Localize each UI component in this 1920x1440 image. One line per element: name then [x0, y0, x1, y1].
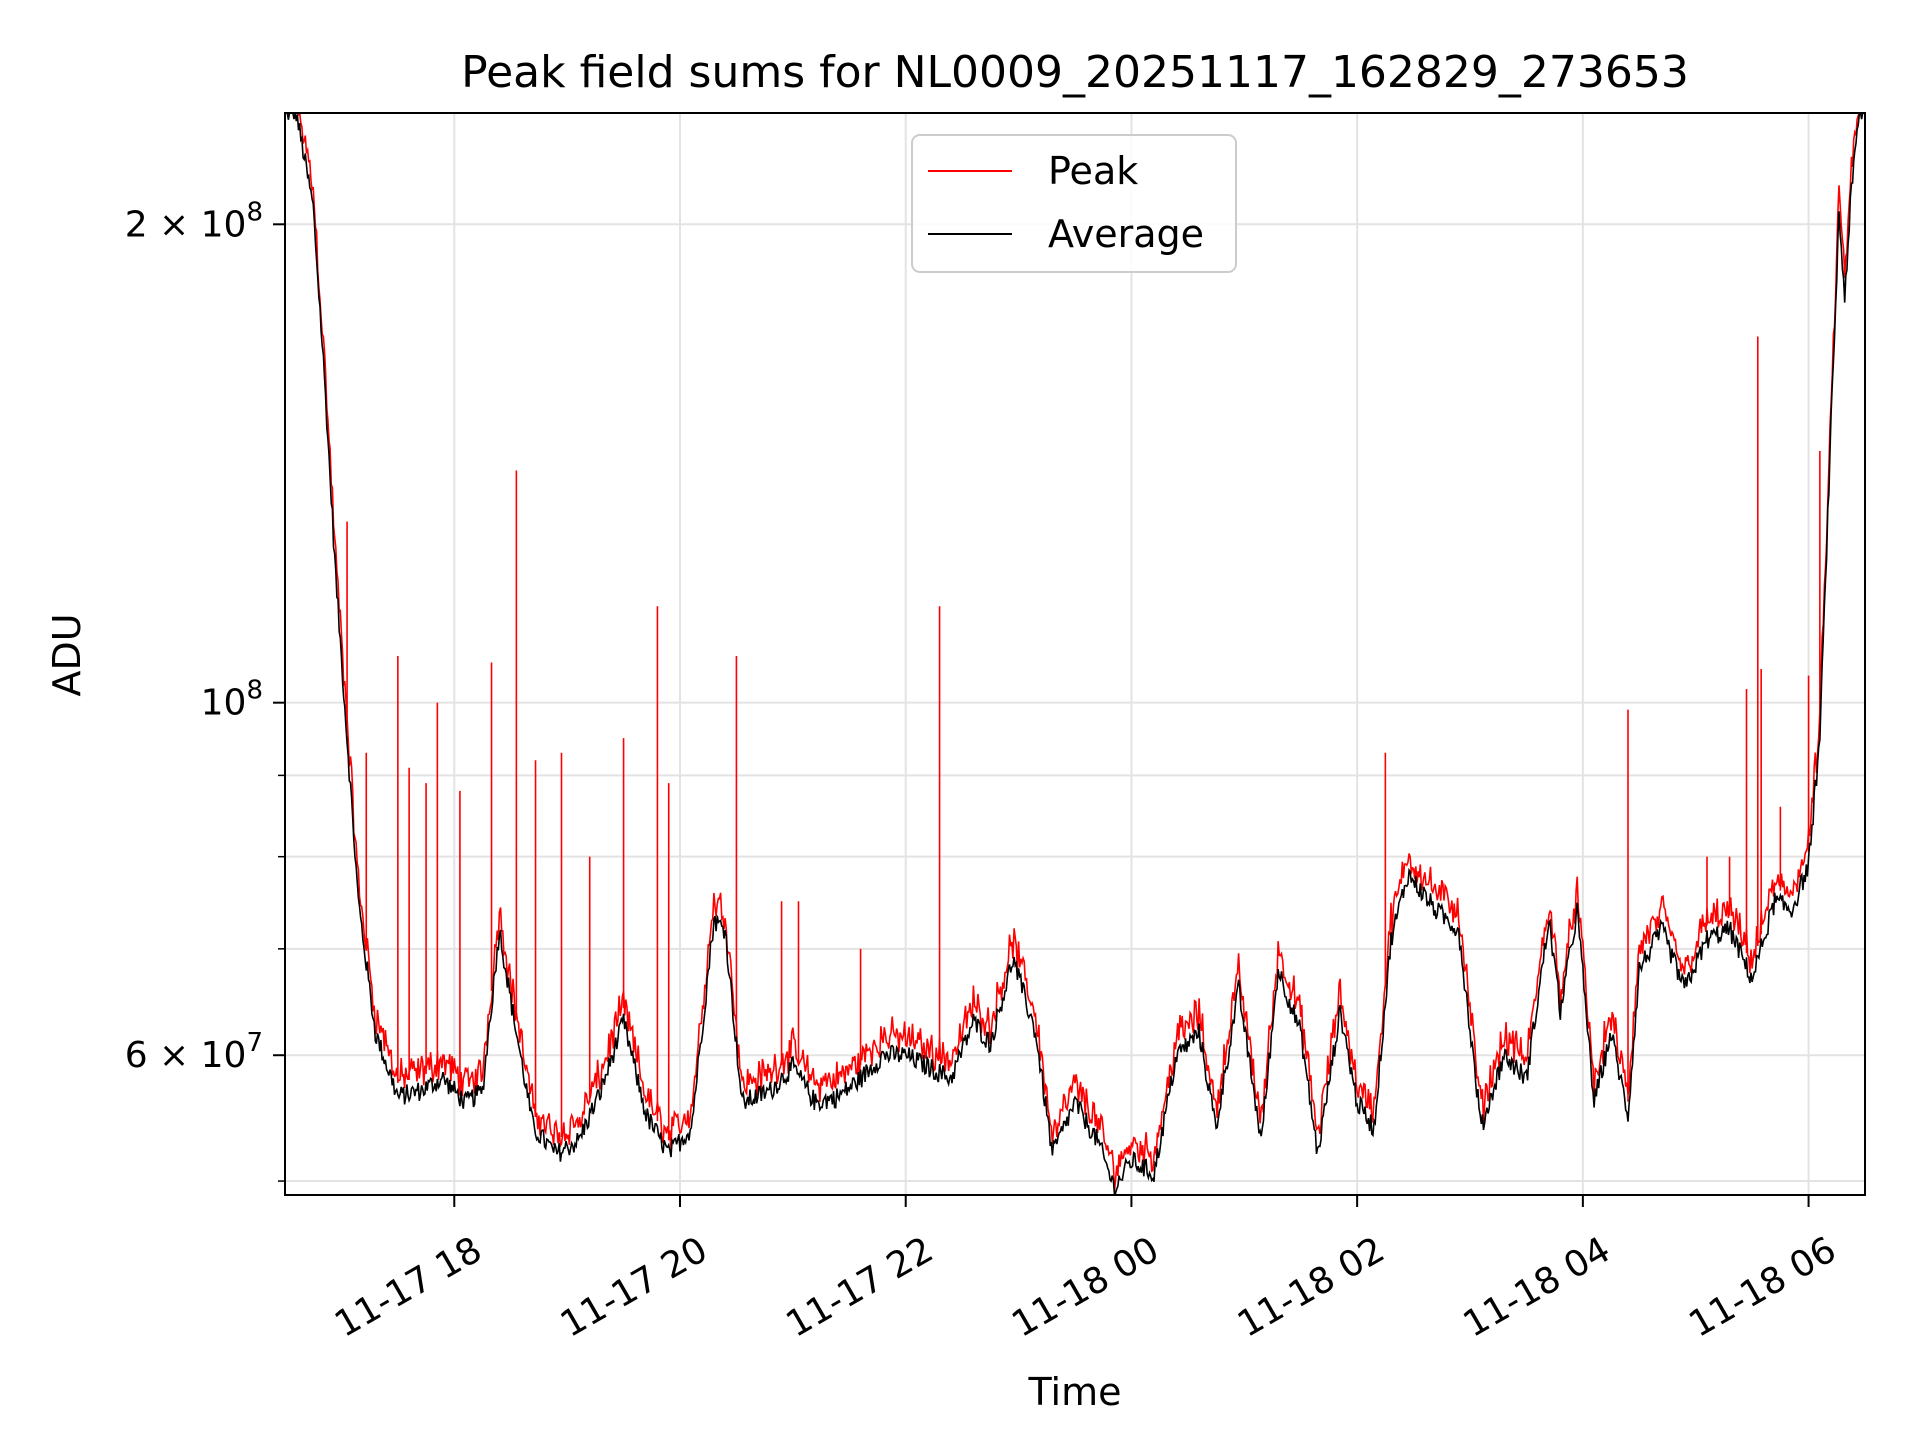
y-tick-label: 108 [201, 676, 263, 724]
legend-box [911, 134, 1237, 273]
y-axis: 6 × 107 108 2 × 108 [125, 197, 285, 1182]
series-average-line [285, 113, 1865, 1195]
legend-label-peak: Peak [1048, 149, 1138, 193]
series-peak-line [285, 113, 1865, 1192]
legend: Peak Average [911, 134, 1237, 273]
plot-frame [284, 112, 1866, 1196]
x-axis-label: Time [1028, 1370, 1122, 1414]
legend-label-average: Average [1048, 212, 1204, 256]
chart-title: Peak field sums for NL0009_20251117_1628… [461, 47, 1689, 98]
plot-lines [285, 113, 1865, 1195]
y-axis-label: ADU [45, 613, 89, 696]
y-tick-label: 2 × 108 [125, 197, 263, 245]
y-tick-label: 6 × 107 [125, 1028, 263, 1076]
